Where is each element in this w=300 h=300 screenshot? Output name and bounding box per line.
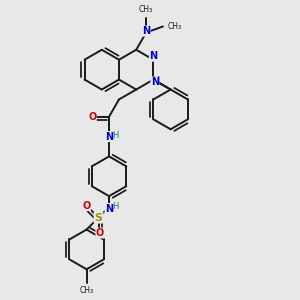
Text: N: N — [151, 77, 159, 87]
Text: N: N — [151, 76, 159, 86]
Text: N: N — [142, 26, 150, 36]
Text: H: H — [112, 130, 119, 140]
Text: CH₃: CH₃ — [139, 5, 153, 14]
Text: O: O — [96, 228, 104, 238]
Text: CH₃: CH₃ — [167, 22, 182, 31]
Text: N: N — [105, 131, 113, 142]
Text: O: O — [82, 201, 91, 211]
Text: N: N — [105, 203, 113, 214]
Text: CH₃: CH₃ — [80, 286, 94, 295]
Text: O: O — [88, 112, 96, 122]
Text: H: H — [112, 202, 119, 211]
Text: S: S — [94, 213, 103, 223]
Text: N: N — [149, 51, 158, 61]
Text: N: N — [149, 51, 158, 61]
